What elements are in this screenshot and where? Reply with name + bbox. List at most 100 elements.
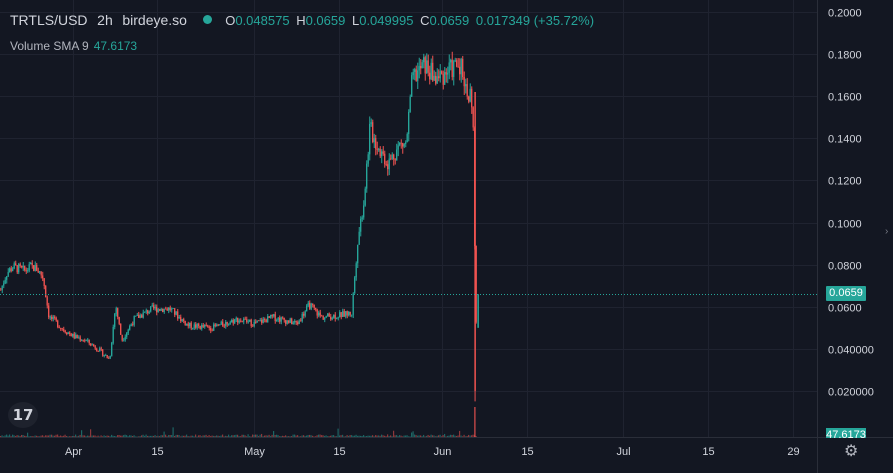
volume-bar bbox=[79, 434, 81, 437]
candle-body bbox=[310, 303, 312, 309]
candle-body bbox=[373, 137, 375, 143]
candle-body bbox=[327, 313, 329, 317]
volume-bar bbox=[171, 435, 173, 437]
candle-body bbox=[358, 231, 360, 245]
volume-bar bbox=[126, 435, 128, 437]
volume-bar bbox=[255, 434, 257, 437]
candle-body bbox=[426, 60, 428, 74]
candle-body bbox=[457, 66, 459, 68]
volume-bar bbox=[309, 434, 311, 437]
volume-bar bbox=[433, 435, 435, 437]
candle-body bbox=[126, 332, 128, 337]
volume-bar bbox=[240, 436, 242, 437]
candle-body bbox=[414, 69, 416, 72]
candle-body bbox=[102, 349, 104, 356]
symbol-title[interactable]: TRTLS/USD bbox=[10, 12, 88, 28]
volume-bar bbox=[325, 435, 327, 437]
crash-candle-body bbox=[474, 91, 476, 391]
candle-body bbox=[289, 318, 291, 323]
volume-bar bbox=[349, 435, 351, 437]
volume-bar bbox=[420, 435, 422, 437]
volume-bar bbox=[67, 436, 69, 437]
change-value: 0.017349 (+35.72%) bbox=[475, 13, 595, 28]
candle-body bbox=[145, 310, 147, 312]
volume-bar bbox=[405, 435, 407, 437]
volume-bar bbox=[93, 435, 95, 437]
volume-bar bbox=[28, 436, 30, 437]
volume-bar bbox=[412, 431, 414, 437]
y-tick-label: 0.1800 bbox=[828, 50, 862, 62]
candle-body bbox=[189, 322, 191, 327]
candle-body bbox=[298, 320, 300, 324]
volume-bar bbox=[372, 435, 374, 437]
candle-body bbox=[463, 77, 465, 87]
volume-bar bbox=[330, 435, 332, 437]
time-axis[interactable]: Apr 15 May 15 Jun 15 Jul 15 29 bbox=[65, 446, 800, 458]
x-tick-label: 29 bbox=[787, 446, 799, 458]
candle-body bbox=[292, 322, 294, 325]
volume-bar bbox=[445, 436, 447, 437]
volume-bar bbox=[369, 435, 371, 437]
volume-bar bbox=[40, 435, 42, 437]
volume-bar bbox=[192, 435, 194, 437]
candle-body bbox=[30, 262, 32, 265]
candle-body bbox=[151, 305, 153, 307]
candle-body bbox=[240, 320, 242, 322]
candle-body bbox=[187, 323, 189, 327]
candle-body bbox=[385, 164, 387, 165]
volume-bar bbox=[268, 434, 270, 437]
volume-bar bbox=[303, 435, 305, 437]
volume-bar-crash bbox=[474, 407, 476, 437]
candle-body bbox=[270, 314, 272, 318]
candle-body bbox=[154, 306, 156, 309]
candle-body bbox=[390, 158, 392, 160]
volume-bar bbox=[132, 436, 134, 437]
volume-bar bbox=[322, 435, 324, 437]
volume-bar bbox=[117, 435, 119, 437]
volume-bar bbox=[198, 435, 200, 437]
volume-bar bbox=[150, 435, 152, 437]
volume-legend: Volume SMA 9 47.6173 bbox=[10, 39, 137, 53]
volume-bar bbox=[442, 435, 444, 437]
candle-body bbox=[348, 311, 350, 316]
volume-bar bbox=[466, 435, 468, 437]
tradingview-logo-icon[interactable]: 17 bbox=[8, 402, 38, 428]
chevron-right-icon[interactable]: › bbox=[885, 226, 889, 237]
candle-body bbox=[247, 321, 249, 323]
candle-body bbox=[435, 75, 437, 84]
candle-body bbox=[76, 334, 78, 339]
candle-body bbox=[48, 305, 50, 318]
candle-body bbox=[67, 332, 69, 335]
price-axis[interactable]: 0.2000 0.1800 0.1600 0.1400 0.1200 0.1000 0.08… bbox=[828, 8, 874, 399]
volume-bar bbox=[4, 435, 6, 437]
volume-bar bbox=[343, 436, 345, 437]
gear-icon[interactable]: ⚙ bbox=[844, 443, 859, 460]
volume-bar bbox=[1, 435, 3, 437]
volume-bar bbox=[123, 435, 125, 437]
volume-bar bbox=[61, 436, 63, 437]
volume-bar bbox=[187, 436, 189, 437]
candle-body bbox=[333, 314, 335, 318]
candle-body bbox=[124, 336, 126, 340]
candle-body bbox=[148, 311, 150, 314]
volume-bar bbox=[76, 436, 78, 437]
candle-body bbox=[216, 324, 218, 327]
candle-body bbox=[304, 311, 306, 316]
candle-body bbox=[468, 96, 470, 102]
candle-body bbox=[78, 337, 80, 339]
volume-bar bbox=[54, 435, 56, 437]
candle-body bbox=[58, 327, 60, 328]
candle-body bbox=[90, 343, 92, 346]
candle-body bbox=[226, 321, 228, 325]
volume-bar bbox=[294, 434, 296, 437]
candle-body bbox=[36, 264, 38, 271]
volume-label[interactable]: Volume SMA 9 bbox=[10, 39, 89, 53]
volume-bar bbox=[139, 435, 141, 437]
x-tick-label: 15 bbox=[702, 446, 714, 458]
volume-bar bbox=[162, 435, 164, 437]
volume-bar bbox=[388, 435, 390, 437]
interval-label[interactable]: 2h bbox=[97, 12, 113, 28]
x-tick-label: Jul bbox=[616, 446, 630, 458]
candle-body bbox=[438, 76, 440, 79]
